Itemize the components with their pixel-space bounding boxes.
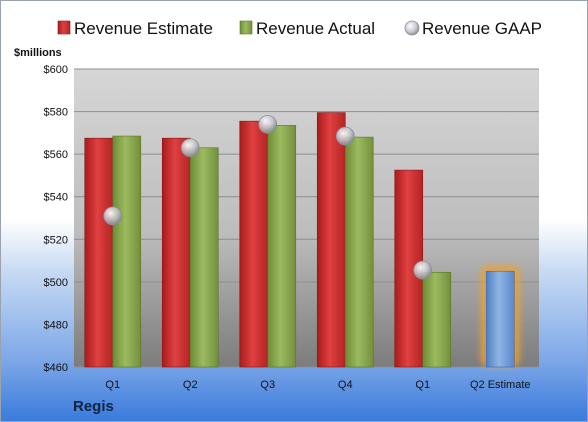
y-axis-ticks: $460 $480 $500 $520 $540 $560 $580 $600 <box>44 64 68 374</box>
x-tick-label: Q3 <box>260 379 275 391</box>
bar-actual <box>112 135 142 368</box>
gridlines <box>74 68 539 368</box>
y-tick-label: $500 <box>44 277 68 289</box>
bar-estimate <box>161 137 191 368</box>
bar-actual <box>189 147 219 368</box>
gaap-marker <box>103 206 123 226</box>
legend-label: Revenue GAAP <box>422 19 542 38</box>
plot-area <box>74 69 539 367</box>
bar-estimate <box>239 120 269 368</box>
company-name: Regis <box>73 398 114 415</box>
legend-swatch <box>239 20 253 35</box>
y-tick-label: $540 <box>44 192 68 204</box>
x-tick-label: Q2 <box>183 379 198 391</box>
legend: Revenue Estimate Revenue Actual Revenue GA… <box>57 19 542 38</box>
x-tick-label: Q1 <box>105 379 120 391</box>
bar-estimate <box>84 137 114 368</box>
legend-swatch <box>404 20 420 36</box>
y-tick-label: $480 <box>44 319 68 331</box>
x-axis-ticks: Q1 Q2 Q3 Q4 Q1 Q2 Estimate <box>105 379 530 391</box>
bar-actual <box>267 125 297 368</box>
gaap-marker <box>413 260 433 280</box>
gaap-marker <box>180 138 200 158</box>
y-tick-label: $460 <box>44 362 68 374</box>
x-tick-label: Q2 Estimate <box>470 379 531 391</box>
legend-swatch <box>57 20 71 35</box>
legend-label: Revenue Actual <box>256 19 375 38</box>
x-tick-label: Q1 <box>415 379 430 391</box>
legend-label: Revenue Estimate <box>74 19 213 38</box>
bar-actual <box>344 136 374 368</box>
gaap-marker <box>258 114 278 134</box>
bar-actual <box>422 271 452 368</box>
y-tick-label: $520 <box>44 234 68 246</box>
y-tick-label: $580 <box>44 107 68 119</box>
gaap-markers <box>103 114 433 280</box>
gaap-marker <box>335 126 355 146</box>
y-axis-label: $millions <box>14 47 62 59</box>
bar-estimate-forecast <box>485 270 515 368</box>
y-tick-label: $560 <box>44 149 68 161</box>
y-tick-label: $600 <box>44 64 68 76</box>
x-tick-label: Q4 <box>338 379 353 391</box>
bars <box>84 112 521 368</box>
bar-estimate <box>316 112 346 368</box>
